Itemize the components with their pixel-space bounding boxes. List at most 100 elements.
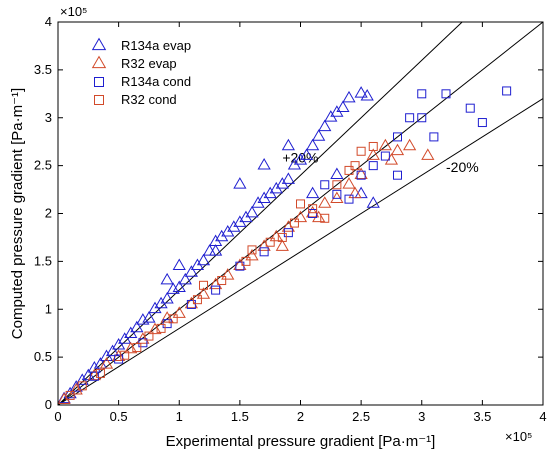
r32-cond-point bbox=[95, 368, 105, 378]
x-tick-label: 0.5 bbox=[110, 409, 128, 424]
r134a-cond-point bbox=[332, 189, 342, 199]
r32-evap-point bbox=[184, 296, 198, 309]
r134a-evap-point bbox=[166, 282, 180, 294]
x-tick-label: 1 bbox=[176, 409, 183, 424]
r134a-evap-point bbox=[209, 244, 223, 256]
r32-evap-point bbox=[57, 392, 71, 405]
r32-cond-point bbox=[120, 350, 130, 360]
r32-evap-point bbox=[275, 239, 289, 251]
r32-cond-point bbox=[308, 204, 318, 214]
r134a-evap-point bbox=[172, 258, 186, 270]
r134a-cond-point bbox=[211, 285, 221, 295]
y-tick-label: 4 bbox=[45, 14, 52, 29]
y-tick-label: 3 bbox=[45, 110, 52, 125]
r134a-evap-point bbox=[257, 157, 271, 170]
r134a-cond-point bbox=[380, 151, 390, 161]
x-tick-label: 4 bbox=[539, 409, 546, 424]
r134a-cond-point bbox=[344, 194, 354, 204]
x-tick-label: 0 bbox=[54, 409, 61, 424]
reference-line bbox=[57, 21, 463, 406]
axis-ticks: 0 0.5 1 1.5 2 2.5 3 3.5 4 0 0.5 1 1.5 2 2.5 3 3.5 4 bbox=[34, 14, 547, 424]
r32-evap-point bbox=[233, 258, 247, 270]
r134a-evap-point bbox=[69, 380, 83, 392]
r32-evap-point bbox=[245, 248, 259, 261]
r32-cond-point bbox=[156, 323, 166, 333]
r134a-evap-point bbox=[136, 313, 150, 325]
y-axis-multiplier: ×10⁵ bbox=[60, 4, 87, 19]
r134a-evap-point bbox=[63, 386, 77, 399]
x-axis-label: Experimental pressure gradient [Pa·m⁻¹] bbox=[166, 433, 436, 450]
r134a-cond-point bbox=[356, 170, 366, 180]
r32-evap-point bbox=[348, 186, 362, 199]
legend-label: R32 cond bbox=[121, 92, 177, 107]
r134a-evap-point bbox=[336, 100, 350, 113]
r32-evap-point bbox=[342, 177, 356, 189]
y-tick-label: 3.5 bbox=[34, 62, 52, 77]
r134a-evap-point bbox=[93, 357, 108, 369]
r134a-cond-point bbox=[308, 209, 318, 218]
y-tick-label: 0.5 bbox=[34, 349, 52, 364]
r32-evap-point bbox=[330, 191, 344, 203]
r134a-evap-point bbox=[281, 172, 295, 184]
r32-evap-point bbox=[378, 138, 392, 151]
r32-cond-point bbox=[344, 165, 354, 175]
r134a-cond-point bbox=[283, 228, 293, 238]
r32-evap-point bbox=[390, 143, 405, 156]
r32-cond-point bbox=[296, 199, 305, 209]
r32-evap-point bbox=[306, 205, 320, 218]
reference-lines: +20% -20% bbox=[57, 21, 544, 406]
r134a-evap-point bbox=[233, 177, 247, 189]
r134a-cond-point bbox=[465, 103, 475, 113]
r32-cond-point bbox=[368, 141, 378, 151]
r134a-cond-point bbox=[417, 113, 427, 123]
x-tick-label: 2.5 bbox=[352, 409, 370, 424]
r134a-evap-point bbox=[306, 186, 320, 199]
r32-cond-point bbox=[350, 161, 360, 171]
legend-marker bbox=[94, 95, 104, 105]
r32-cond-point bbox=[65, 390, 75, 400]
r32-evap-point bbox=[87, 368, 101, 381]
x-tick-label: 1.5 bbox=[231, 409, 249, 424]
r32-cond-point bbox=[265, 237, 275, 247]
r32-cond-point bbox=[192, 295, 202, 305]
r32-cond-point bbox=[132, 343, 142, 353]
r32-evap-point bbox=[221, 268, 235, 280]
y-tick-label: 2.5 bbox=[34, 158, 52, 173]
r32-evap-point bbox=[354, 167, 368, 180]
legend-label: R134a evap bbox=[121, 38, 191, 53]
r32-evap-point bbox=[312, 210, 326, 223]
r32-cond-point bbox=[247, 245, 257, 255]
r134a-cond-point bbox=[393, 170, 402, 180]
r32-evap-point bbox=[69, 382, 83, 395]
r32-evap-point bbox=[403, 138, 417, 151]
r32-evap-point bbox=[124, 341, 138, 354]
r134a-cond-point bbox=[477, 118, 487, 128]
r134a-evap-point bbox=[105, 344, 120, 357]
r134a-evap-point bbox=[318, 119, 332, 132]
r32-evap-point bbox=[293, 210, 308, 223]
legend-marker bbox=[91, 55, 107, 69]
data-markers bbox=[57, 86, 512, 405]
r32-cond-point bbox=[277, 232, 287, 242]
r134a-evap-point bbox=[112, 337, 126, 350]
x-tick-label: 3 bbox=[418, 409, 425, 424]
r134a-evap-point bbox=[366, 196, 380, 208]
r134a-cond-point bbox=[429, 132, 439, 142]
r134a-cond-point bbox=[259, 247, 269, 257]
r134a-evap-point bbox=[354, 186, 368, 199]
r134a-evap-point bbox=[160, 292, 174, 304]
r134a-evap-point bbox=[281, 138, 295, 151]
r32-cond-point bbox=[217, 276, 227, 286]
y-tick-label: 2 bbox=[45, 206, 52, 221]
r32-evap-point bbox=[160, 311, 174, 323]
y-axis-label: Computed pressure gradient [Pa·m⁻¹] bbox=[9, 88, 26, 339]
r134a-cond-point bbox=[417, 89, 427, 99]
r134a-cond-point bbox=[162, 319, 172, 329]
r134a-evap-point bbox=[118, 332, 132, 344]
r32-evap-point bbox=[281, 220, 295, 232]
r32-cond-point bbox=[241, 256, 251, 266]
r134a-evap-point bbox=[160, 272, 174, 285]
r32-cond-point bbox=[289, 218, 299, 228]
y-tick-label: 1.5 bbox=[34, 253, 52, 268]
